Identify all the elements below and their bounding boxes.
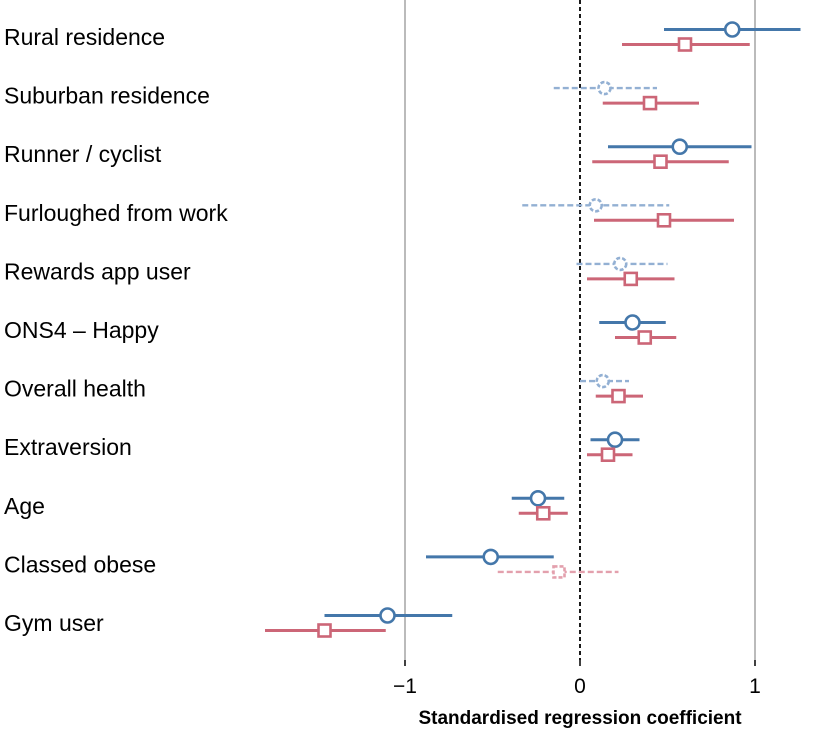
estimate-square [552,565,566,579]
category-label: Overall health [4,376,146,402]
estimate-square [637,330,653,345]
category-label: ONS4 – Happy [4,317,159,343]
estimate-square [642,95,658,111]
estimate-circle [624,314,641,331]
estimate-square [600,447,616,463]
category-label: Classed obese [4,551,156,577]
category-label: Extraversion [4,434,132,460]
estimate-circle [671,138,689,155]
category-label: Runner / cyclist [4,141,162,167]
estimate-square [611,388,626,404]
category-label: Gym user [4,610,104,636]
tick-label: −1 [393,675,417,698]
x-axis-title: Standardised regression coefficient [418,708,742,729]
estimate-square [535,505,551,521]
category-label: Suburban residence [4,83,210,109]
estimate-circle [529,489,547,507]
estimate-square [653,154,668,169]
category-label: Furloughed from work [4,200,228,226]
series-1 [324,21,801,624]
estimate-square [677,37,693,52]
category-label: Rewards app user [4,258,191,284]
estimate-square [656,213,672,228]
estimate-circle [606,431,624,449]
estimate-circle [612,256,628,272]
estimate-circle [588,198,604,213]
estimate-circle [379,607,396,624]
estimate-circle [723,21,741,38]
reference-lines [404,0,756,660]
category-labels: Rural residence Suburban residence Runner … [4,24,228,636]
tick-label: 1 [749,675,761,698]
category-label: Rural residence [4,24,165,50]
category-label: Age [4,493,45,519]
x-axis-ticks: −1 0 1 [393,660,761,698]
estimate-square [623,271,639,287]
estimate-circle [482,548,500,566]
estimate-square [317,623,332,638]
series-2 [265,37,750,638]
estimate-circle [595,373,611,389]
coefficient-rows [265,21,801,638]
tick-label: 0 [574,675,586,698]
estimate-circle [597,80,612,96]
